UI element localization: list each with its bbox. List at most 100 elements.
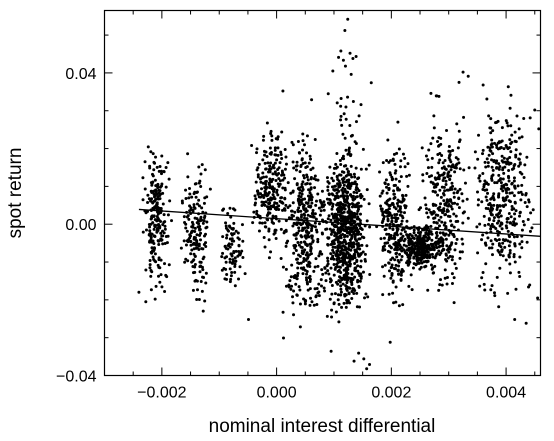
- data-point: [357, 254, 361, 258]
- data-point: [440, 166, 444, 170]
- data-point: [437, 288, 441, 292]
- data-point: [441, 211, 445, 215]
- data-point: [487, 218, 491, 222]
- data-point: [514, 155, 518, 159]
- data-point: [164, 166, 168, 170]
- data-point: [293, 177, 297, 181]
- data-point: [453, 170, 457, 174]
- data-point: [392, 301, 396, 305]
- data-point: [328, 165, 332, 169]
- data-point: [512, 235, 516, 239]
- data-point: [369, 81, 373, 85]
- data-point: [314, 257, 318, 261]
- data-point: [513, 242, 517, 246]
- data-point: [331, 214, 335, 218]
- data-point: [156, 217, 160, 221]
- data-point: [365, 188, 369, 192]
- data-point: [184, 222, 188, 226]
- data-point: [360, 243, 364, 247]
- data-point: [392, 267, 396, 271]
- data-point: [305, 230, 309, 234]
- data-point: [363, 257, 367, 261]
- data-point: [399, 232, 403, 236]
- data-point: [337, 218, 341, 222]
- data-point: [478, 179, 482, 183]
- data-point: [165, 241, 169, 245]
- data-point: [224, 221, 228, 225]
- data-point: [163, 224, 167, 228]
- data-point: [355, 191, 359, 195]
- data-point: [322, 203, 326, 207]
- data-point: [380, 191, 384, 195]
- data-point: [347, 292, 351, 296]
- data-point: [500, 159, 504, 163]
- data-point: [517, 270, 521, 274]
- data-point: [191, 223, 195, 227]
- data-point: [441, 241, 445, 245]
- data-point: [390, 263, 394, 267]
- data-point: [342, 183, 346, 187]
- data-point: [150, 270, 154, 274]
- data-point: [160, 285, 164, 289]
- data-point: [167, 177, 171, 181]
- data-point: [168, 199, 172, 203]
- data-point: [252, 210, 256, 214]
- data-point: [301, 148, 305, 152]
- data-point: [193, 279, 197, 283]
- data-point: [280, 196, 284, 200]
- data-point: [277, 204, 281, 208]
- data-point: [195, 191, 199, 194]
- data-point: [313, 221, 317, 225]
- data-point: [326, 217, 330, 221]
- data-point: [493, 141, 497, 145]
- data-point: [229, 252, 233, 256]
- data-point: [454, 163, 458, 167]
- data-point: [387, 204, 391, 208]
- data-point: [339, 284, 343, 288]
- data-point: [193, 226, 197, 230]
- data-point: [301, 162, 305, 166]
- data-point: [435, 246, 439, 250]
- data-point: [487, 153, 491, 157]
- data-point: [328, 202, 332, 206]
- data-point: [306, 255, 310, 259]
- data-point: [436, 182, 440, 186]
- data-point: [355, 260, 359, 264]
- data-point: [514, 148, 518, 152]
- data-point: [288, 279, 292, 283]
- data-point: [277, 177, 281, 181]
- data-point: [404, 251, 407, 255]
- data-point: [356, 278, 360, 282]
- data-point: [310, 300, 314, 304]
- data-point: [277, 184, 281, 188]
- data-point: [407, 284, 411, 288]
- data-point: [298, 325, 302, 329]
- data-point: [157, 258, 161, 262]
- data-point: [157, 242, 161, 246]
- data-point: [257, 229, 261, 233]
- data-point: [476, 190, 479, 194]
- data-point: [348, 184, 352, 188]
- data-point: [423, 196, 427, 200]
- data-point: [328, 198, 332, 202]
- data-point: [333, 292, 337, 296]
- data-point: [496, 233, 500, 237]
- x-axis-title: nominal interest differential: [209, 416, 436, 437]
- data-point: [281, 310, 285, 314]
- data-point: [390, 214, 394, 218]
- data-point: [276, 135, 280, 139]
- data-point: [434, 231, 438, 235]
- data-point: [330, 284, 334, 288]
- data-point: [186, 152, 190, 156]
- data-point: [345, 250, 349, 254]
- data-point: [158, 206, 162, 210]
- data-point: [225, 272, 229, 276]
- data-point: [486, 222, 490, 226]
- data-point: [454, 166, 458, 170]
- data-point: [230, 271, 234, 275]
- data-point: [396, 204, 400, 208]
- data-point: [268, 146, 272, 150]
- y-tick-label: 0.00: [65, 217, 96, 234]
- data-point: [444, 179, 448, 183]
- regression-line: [138, 208, 541, 237]
